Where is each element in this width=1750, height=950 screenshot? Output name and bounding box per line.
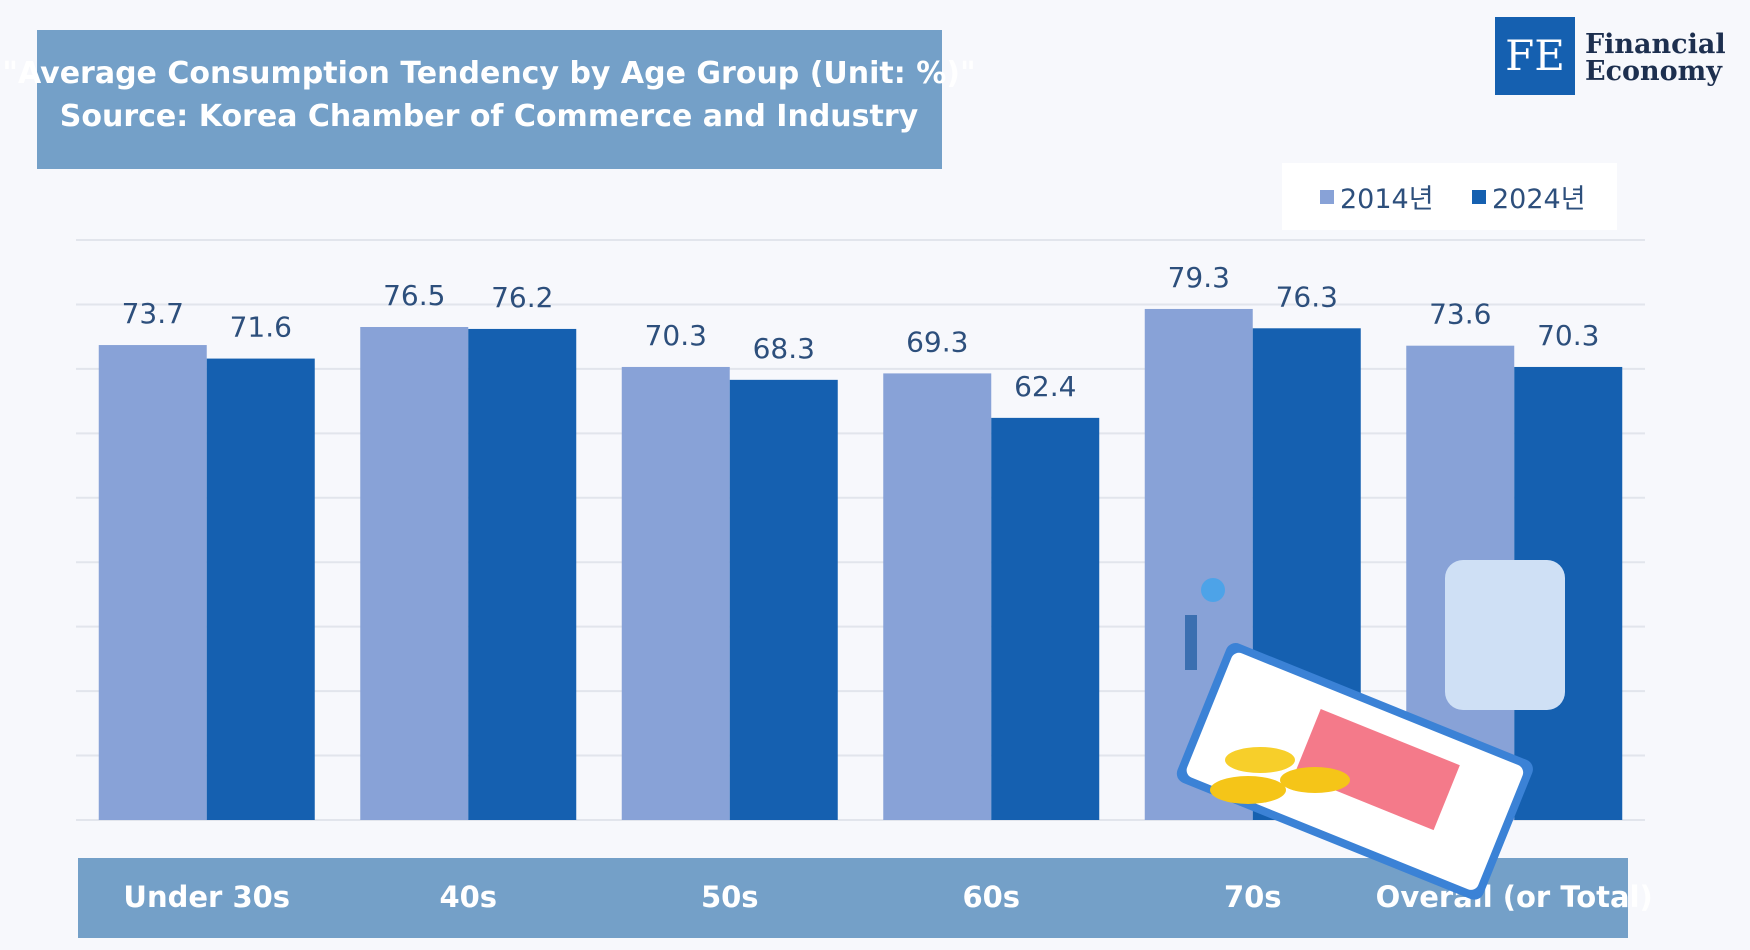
- coins: [1210, 776, 1286, 804]
- bar: [883, 373, 992, 820]
- phone: [1176, 643, 1533, 900]
- legend-label: 2024년: [1492, 184, 1586, 215]
- bar: [729, 379, 838, 820]
- legend-swatch: [1320, 190, 1334, 204]
- value-label: 62.4: [1014, 370, 1076, 403]
- legend-box: [1282, 163, 1617, 230]
- title-box: [37, 30, 942, 169]
- bar: [360, 327, 469, 820]
- wallet: [1445, 560, 1565, 710]
- legend-swatch: [1472, 190, 1486, 204]
- value-label: 76.5: [383, 279, 445, 312]
- value-label: 73.7: [122, 297, 184, 330]
- legend-label: 2014년: [1340, 184, 1434, 215]
- bar: [621, 366, 730, 820]
- bar: [206, 358, 315, 820]
- person: [1185, 615, 1197, 670]
- value-label: 70.3: [1537, 319, 1599, 352]
- bar: [98, 345, 207, 820]
- x-tick-label: 50s: [701, 880, 759, 914]
- x-tick-label: Overall (or Total): [1376, 880, 1653, 914]
- x-tick-label: 60s: [962, 880, 1020, 914]
- bar: [468, 328, 577, 820]
- coins: [1280, 767, 1350, 793]
- coins: [1225, 747, 1295, 773]
- bar: [991, 417, 1100, 820]
- value-label: 73.6: [1429, 298, 1491, 331]
- bubble: [1201, 578, 1225, 602]
- chart-title: "Average Consumption Tendency by Age Gro…: [2, 56, 975, 91]
- value-label: 70.3: [645, 319, 707, 352]
- value-label: 76.3: [1276, 280, 1338, 313]
- value-label: 76.2: [491, 281, 553, 314]
- value-label: 79.3: [1168, 261, 1230, 294]
- value-label: 69.3: [906, 325, 968, 358]
- x-tick-label: 40s: [439, 880, 497, 914]
- logo-mark-box: [1495, 17, 1575, 95]
- illustration: [1176, 560, 1565, 900]
- card: [1294, 709, 1460, 831]
- category-band: [78, 858, 1628, 938]
- chart-subtitle: Source: Korea Chamber of Commerce and In…: [60, 99, 919, 134]
- value-label: 68.3: [753, 332, 815, 365]
- x-tick-label: 70s: [1224, 880, 1282, 914]
- x-tick-label: Under 30s: [123, 880, 290, 914]
- value-label: 71.6: [230, 311, 292, 344]
- logo-text: Financial: [1585, 29, 1726, 60]
- logo-text: Economy: [1585, 56, 1723, 87]
- logo-mark: FE: [1505, 31, 1565, 80]
